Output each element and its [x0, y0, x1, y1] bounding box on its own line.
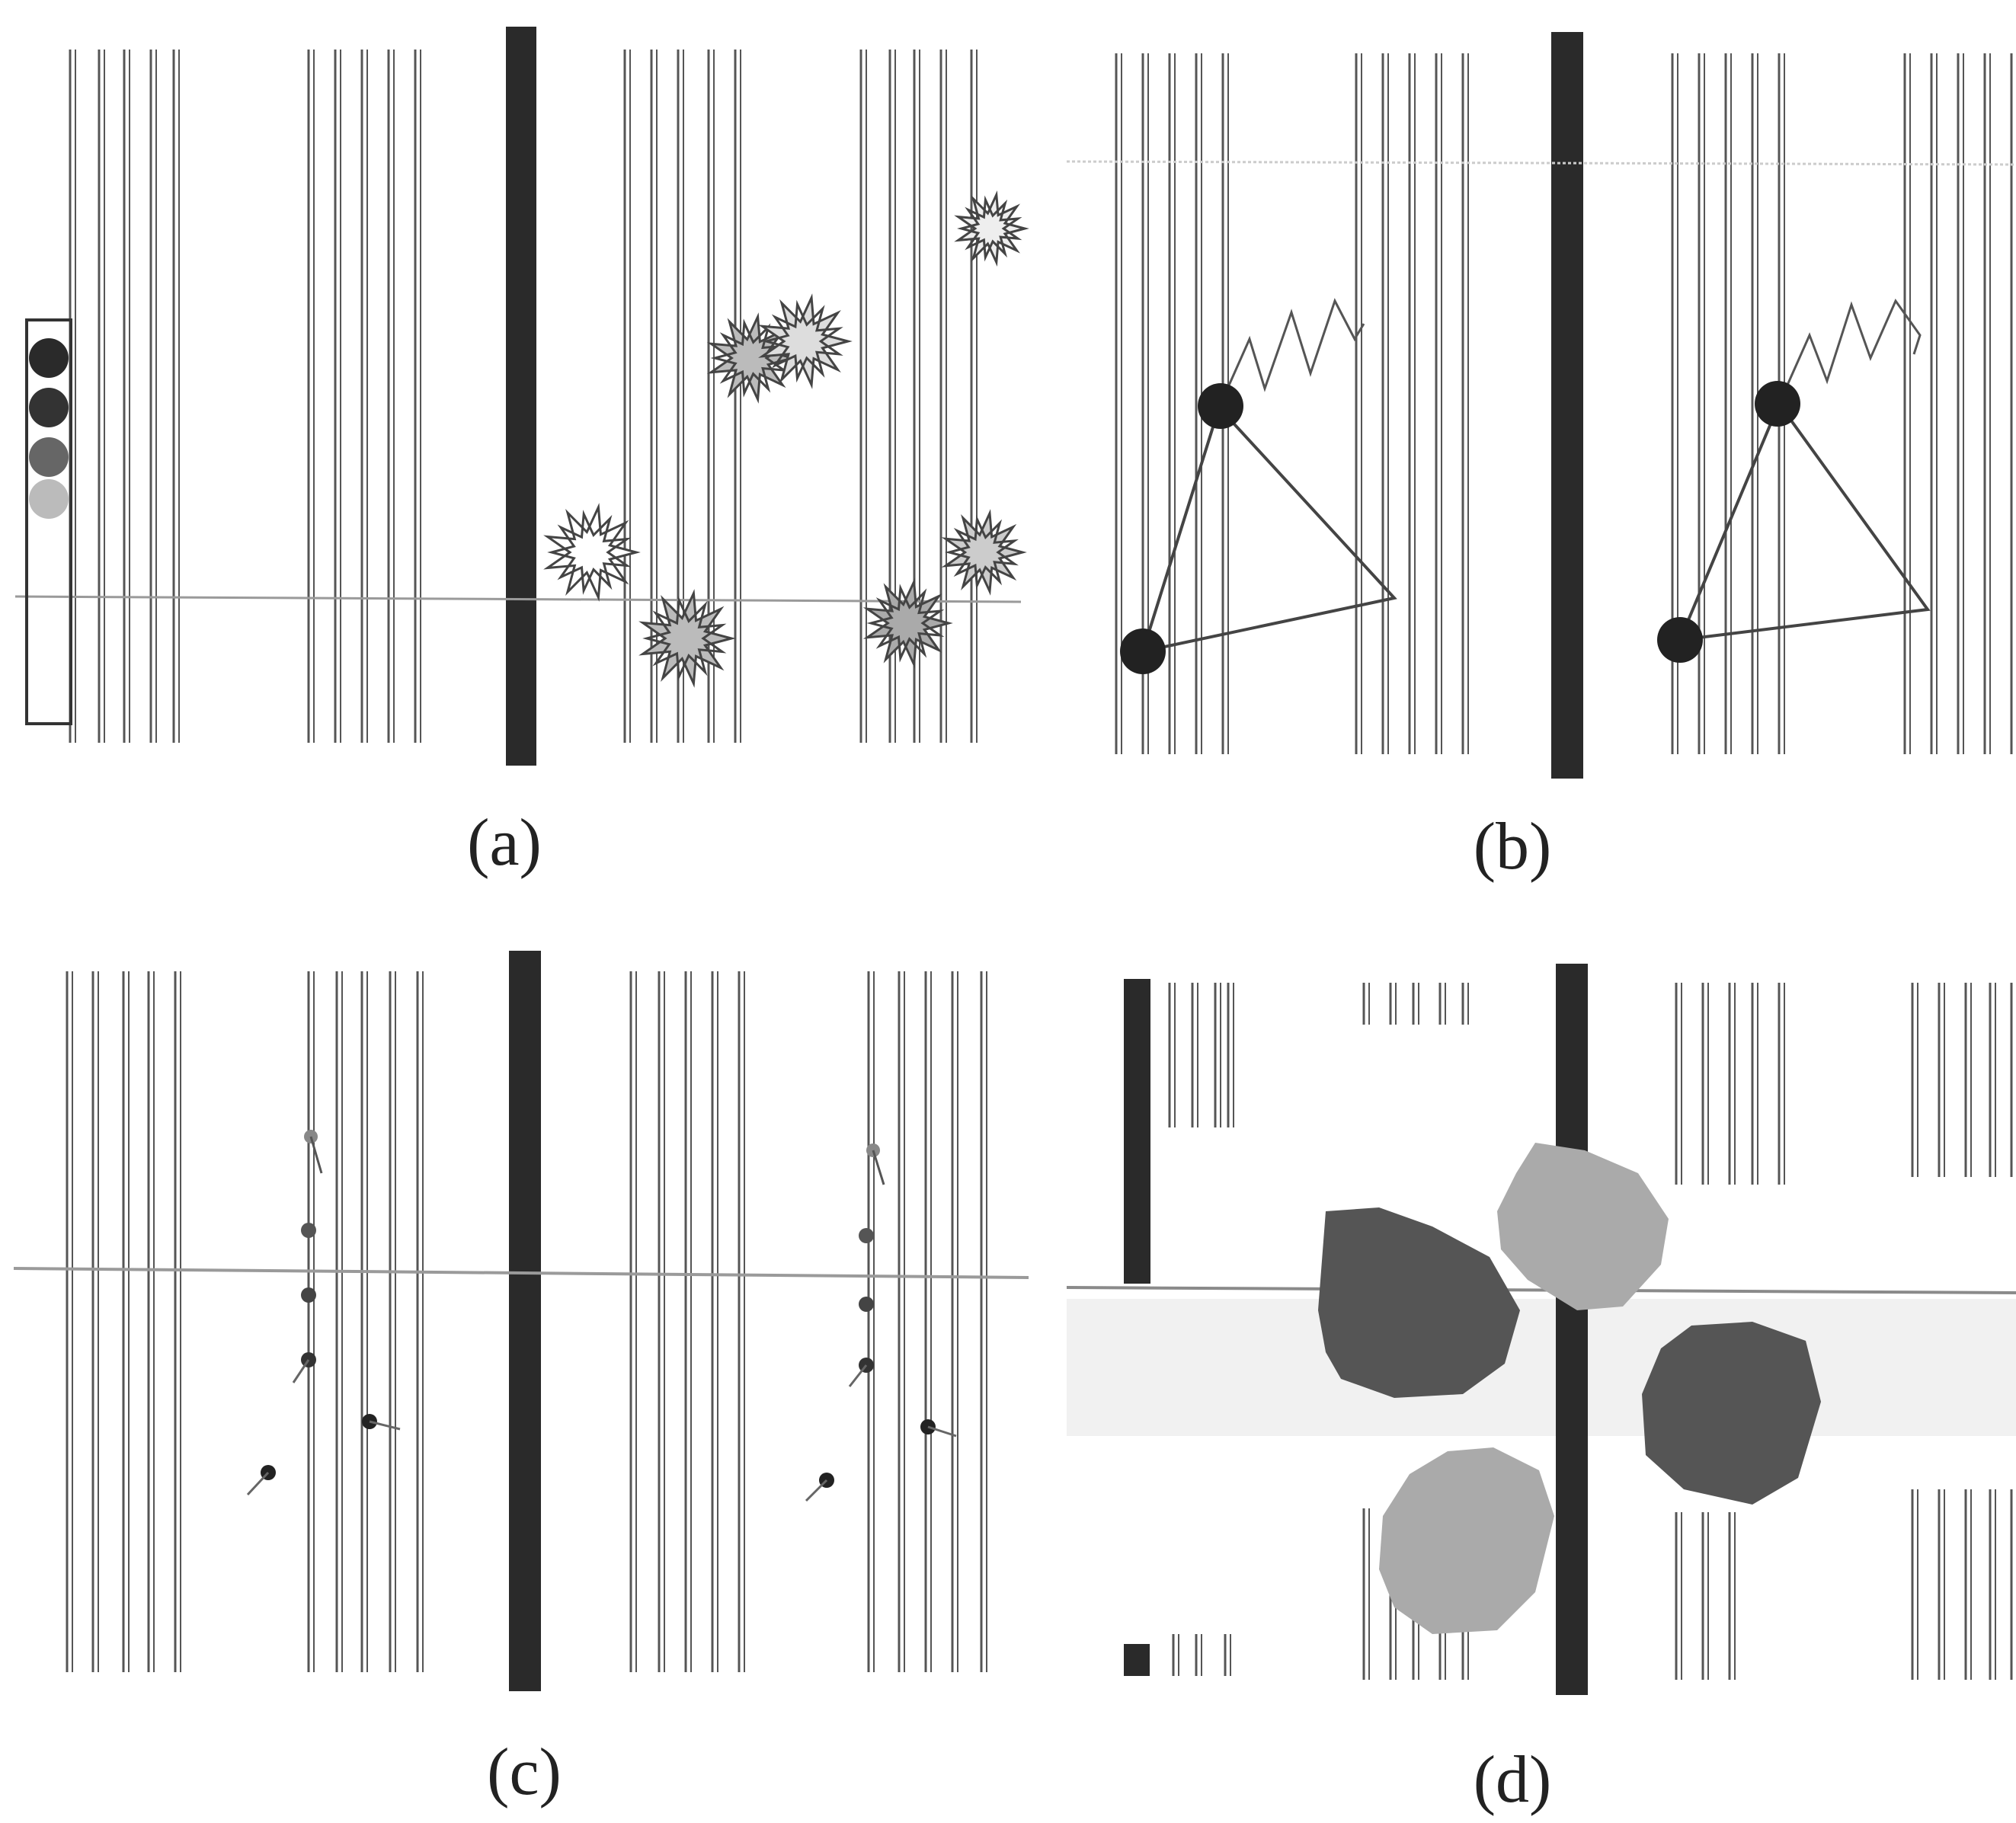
- panel-c: (c): [13, 951, 1029, 1809]
- starburst-outline: [638, 589, 736, 688]
- pin-dot-icon: [805, 1479, 828, 1502]
- octagon-blob-icon-1: [1318, 1207, 1520, 1398]
- pin-dot-icon: [309, 1136, 323, 1174]
- tracker-dot-3: [29, 437, 69, 477]
- triangle-path-icon: [1141, 405, 1397, 653]
- dot-icon-2: [1198, 383, 1243, 429]
- starburst-outline: [547, 510, 632, 595]
- tracker-box: [25, 318, 72, 725]
- panel-a: (a): [14, 27, 1029, 880]
- stripe-group-d-3: [1362, 983, 1469, 1025]
- horizon-line-b: [1066, 160, 2016, 166]
- pin-dot-icon: [246, 1471, 270, 1496]
- starburst-outline: [706, 312, 797, 404]
- stripe-group-d-1: [1168, 983, 1234, 1127]
- stripe-group-d-8: [1911, 1489, 2013, 1680]
- panel-b: (b): [1066, 32, 2016, 884]
- stripe-group-d-6: [1675, 1512, 1736, 1680]
- starburst-icon-3: [706, 312, 797, 404]
- starburst-icon-4: [758, 293, 853, 389]
- pin-dot-icon: [859, 1297, 874, 1312]
- stripe-group-c-1: [66, 971, 181, 1672]
- stripe-group-c-2: [307, 971, 424, 1672]
- panel-d: (d): [1066, 964, 2016, 1817]
- starburst-outline: [761, 299, 843, 383]
- caption-b: (b): [1474, 810, 1552, 884]
- center-bar-d: [1556, 964, 1588, 1695]
- tracker-box-frame: [25, 318, 72, 725]
- center-bar-b: [1551, 32, 1583, 779]
- starburst-icon-6: [941, 509, 1027, 596]
- dot-icon-4: [1755, 381, 1800, 427]
- noise-band-d: [1067, 1299, 2016, 1436]
- caption-a: (a): [467, 806, 542, 880]
- starburst-icon-5: [862, 577, 953, 669]
- zigzag-icon: [1218, 298, 1365, 408]
- horizon-line-c: [13, 1267, 1029, 1279]
- starburst-icon-2: [638, 589, 736, 688]
- stripe-group-c-4: [867, 971, 987, 1672]
- starburst-outline: [954, 190, 1029, 267]
- tracker-dot-4: [29, 479, 69, 519]
- caption-d: (d): [1474, 1743, 1552, 1817]
- octagon-blob-icon-4: [1379, 1447, 1554, 1634]
- dot-icon-1: [1120, 628, 1166, 674]
- zigzag-icon: [1778, 298, 1922, 405]
- stripe-group-b-4: [1903, 53, 2013, 754]
- horizon-line-d: [1066, 1286, 2016, 1294]
- tracker-dot-2: [29, 388, 69, 427]
- starburst-outline: [941, 509, 1027, 596]
- stripe-group-c-3: [629, 971, 745, 1672]
- stripe-group-d-7: [1911, 983, 2013, 1177]
- octagon-blob-icon-3: [1642, 1322, 1821, 1505]
- stripe-group-a-2: [307, 50, 421, 743]
- starburst-outline: [957, 195, 1022, 262]
- tracker-dot-1: [29, 338, 69, 378]
- starburst-outline: [944, 514, 1019, 590]
- octagon-blob-icon-2: [1497, 1143, 1669, 1310]
- horizon-line-a: [14, 595, 1022, 603]
- triangle-path-icon-2: [1657, 298, 1931, 663]
- pin-dot-icon: [848, 1364, 868, 1387]
- pin-dot-icon: [872, 1150, 885, 1185]
- pin-dot-icon-group-2: [805, 1143, 957, 1502]
- pin-dot-icon: [369, 1420, 401, 1431]
- center-bar-a: [506, 27, 536, 766]
- pin-dot-icon: [859, 1228, 874, 1243]
- stripe-group-d-5: [1675, 983, 1785, 1185]
- starburst-outline: [642, 596, 727, 681]
- starburst-outline: [862, 577, 953, 669]
- small-square-d: [1124, 1644, 1150, 1676]
- pin-dot-icon: [927, 1425, 957, 1438]
- pin-dot-icon-group-1: [246, 1130, 401, 1496]
- starburst-outline: [866, 584, 945, 663]
- caption-c: (c): [487, 1735, 562, 1809]
- triangle-path-icon-1: [1120, 298, 1397, 674]
- starburst-outline: [710, 318, 789, 398]
- dot-icon-3: [1657, 617, 1703, 663]
- starburst-icon-7: [954, 190, 1029, 267]
- starburst-outline: [758, 293, 853, 389]
- left-bar-d: [1124, 979, 1150, 1284]
- pin-dot-icon: [292, 1359, 310, 1383]
- starburst-outline: [543, 503, 641, 602]
- stripe-group-b-1: [1115, 53, 1229, 754]
- stripe-group-d-2: [1172, 1634, 1231, 1676]
- stripe-group-a-1: [69, 50, 180, 743]
- pin-dot-icon: [301, 1287, 316, 1303]
- pin-dot-icon: [301, 1223, 316, 1238]
- center-bar-c: [509, 951, 541, 1691]
- starburst-icon-1: [543, 503, 641, 602]
- triangle-path-icon: [1678, 400, 1931, 641]
- stripe-group-b-2: [1355, 53, 1469, 754]
